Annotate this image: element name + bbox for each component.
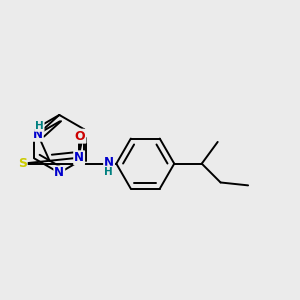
Text: N: N xyxy=(104,156,114,169)
Text: H: H xyxy=(104,167,113,177)
Text: N: N xyxy=(54,167,64,179)
Text: H: H xyxy=(35,121,44,131)
Text: S: S xyxy=(18,157,27,170)
Text: N: N xyxy=(74,151,84,164)
Text: O: O xyxy=(75,130,86,142)
Text: N: N xyxy=(33,128,43,141)
